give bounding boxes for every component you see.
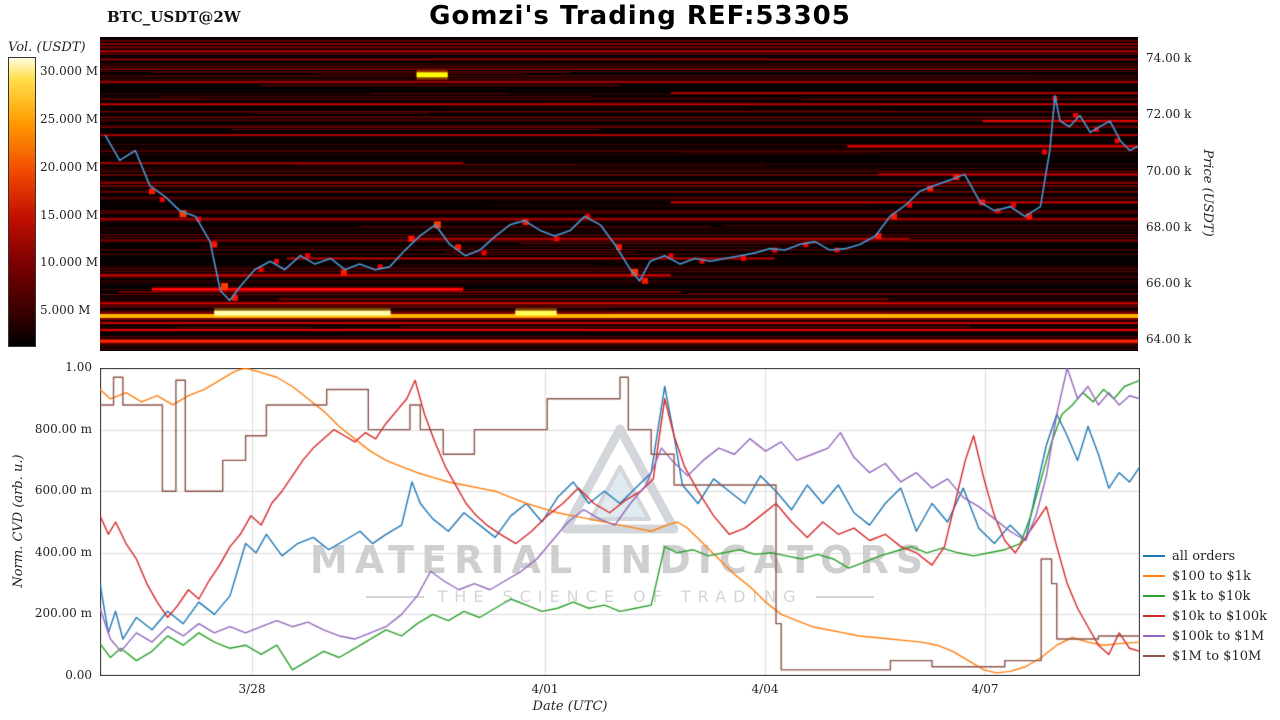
legend-label: $100k to $1M bbox=[1172, 628, 1265, 644]
legend-item: $100k to $1M bbox=[1143, 626, 1267, 646]
legend-label: $100 to $1k bbox=[1172, 568, 1251, 584]
legend-label: $10k to $100k bbox=[1172, 608, 1267, 624]
price-tick: 68.00 k bbox=[1146, 220, 1192, 234]
price-tick: 70.00 k bbox=[1146, 164, 1192, 178]
legend-swatch bbox=[1143, 635, 1165, 637]
symbol-label: BTC_USDT@2W bbox=[107, 8, 241, 26]
cvd-y-tick: 400.00 m bbox=[34, 545, 92, 559]
legend-swatch bbox=[1143, 595, 1165, 597]
cvd-y-tick: 600.00 m bbox=[34, 483, 92, 497]
cvd-x-tick: 4/04 bbox=[751, 682, 779, 696]
legend-item: $100 to $1k bbox=[1143, 566, 1267, 586]
legend-swatch bbox=[1143, 555, 1165, 557]
cvd-legend: all orders $100 to $1k $1k to $10k $10k … bbox=[1143, 546, 1267, 666]
price-axis-label: Price (USDT) bbox=[1200, 149, 1215, 237]
legend-label: $1M to $10M bbox=[1172, 648, 1262, 664]
price-tick: 64.00 k bbox=[1146, 332, 1192, 346]
colorbar-label: Vol. (USDT) bbox=[8, 40, 86, 55]
cvd-x-tick: 3/28 bbox=[238, 682, 266, 696]
liquidity-heatmap-canvas bbox=[100, 37, 1138, 351]
cvd-y-axis-label: Norm. CVD (arb. u.) bbox=[11, 454, 26, 588]
legend-item: $1M to $10M bbox=[1143, 646, 1267, 666]
cvd-y-tick: 200.00 m bbox=[34, 606, 92, 620]
cvd-y-tick: 800.00 m bbox=[34, 422, 92, 436]
cvd-series-canvas bbox=[100, 368, 1140, 676]
legend-label: $1k to $10k bbox=[1172, 588, 1251, 604]
colorbar-tick: 5.000 M bbox=[40, 303, 91, 317]
legend-swatch bbox=[1143, 575, 1165, 577]
colorbar-tick: 25.000 M bbox=[40, 112, 99, 126]
colorbar-tick: 10.000 M bbox=[40, 255, 99, 269]
cvd-x-tick: 4/07 bbox=[971, 682, 999, 696]
cvd-y-tick: 1.00 bbox=[65, 360, 92, 374]
cvd-x-tick: 4/01 bbox=[531, 682, 559, 696]
colorbar-tick: 15.000 M bbox=[40, 208, 99, 222]
colorbar-tick: 30.000 M bbox=[40, 64, 99, 78]
legend-item: all orders bbox=[1143, 546, 1267, 566]
colorbar-tick: 20.000 M bbox=[40, 160, 99, 174]
legend-item: $10k to $100k bbox=[1143, 606, 1267, 626]
price-tick: 74.00 k bbox=[1146, 51, 1192, 65]
price-tick: 72.00 k bbox=[1146, 107, 1192, 121]
legend-swatch bbox=[1143, 615, 1165, 617]
page-title: Gomzi's Trading REF:53305 bbox=[429, 1, 851, 31]
cvd-y-tick: 0.00 bbox=[65, 668, 92, 682]
price-tick: 66.00 k bbox=[1146, 276, 1192, 290]
legend-swatch bbox=[1143, 655, 1165, 657]
legend-item: $1k to $10k bbox=[1143, 586, 1267, 606]
volume-colorbar bbox=[8, 57, 36, 347]
cvd-x-axis-label: Date (UTC) bbox=[532, 699, 608, 714]
legend-label: all orders bbox=[1172, 548, 1236, 564]
